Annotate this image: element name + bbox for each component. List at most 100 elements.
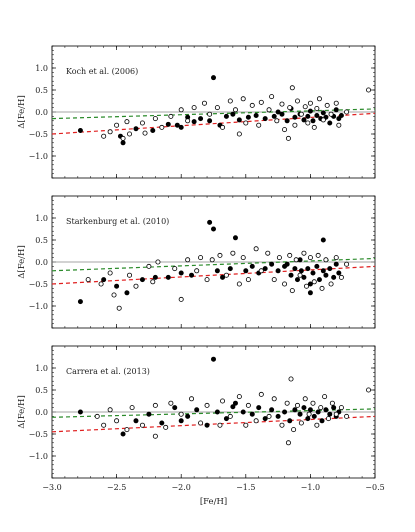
data-point-filled xyxy=(307,108,313,114)
data-point-open xyxy=(152,433,158,439)
y-tick-label: −0.5 xyxy=(29,280,48,289)
data-point-filled xyxy=(223,113,229,119)
data-point-open xyxy=(298,420,304,426)
data-point-filled xyxy=(172,405,178,411)
data-point-open xyxy=(139,422,145,428)
x-axis-label: [Fe/H] xyxy=(200,497,227,507)
data-point-filled xyxy=(287,418,293,424)
data-point-open xyxy=(329,400,335,406)
green-dashed-fit-line xyxy=(51,257,376,272)
y-tick-label: −1.0 xyxy=(29,152,48,161)
data-point-open xyxy=(311,124,317,130)
data-point-open xyxy=(282,127,288,133)
data-point-open xyxy=(319,285,325,291)
data-point-open xyxy=(152,116,158,122)
y-tick-label: 0.0 xyxy=(35,258,48,267)
data-point-filled xyxy=(133,418,139,424)
data-point-open xyxy=(236,131,242,137)
data-point-open xyxy=(227,98,233,104)
data-point-filled xyxy=(275,109,281,115)
data-point-filled xyxy=(165,121,171,127)
data-point-open xyxy=(271,277,277,283)
data-point-open xyxy=(294,402,300,408)
data-point-open xyxy=(258,391,264,397)
data-point-filled xyxy=(327,120,333,126)
data-point-open xyxy=(163,424,169,430)
data-point-open xyxy=(279,101,285,107)
data-point-filled xyxy=(323,407,329,413)
data-point-open xyxy=(94,413,100,419)
x-tick-label: −2.0 xyxy=(171,483,190,492)
data-point-open xyxy=(142,130,148,136)
data-point-open xyxy=(316,96,322,102)
data-point-open xyxy=(366,387,372,393)
data-point-filled xyxy=(210,75,216,81)
y-tick-label: 0.5 xyxy=(35,86,48,95)
data-point-open xyxy=(307,255,313,261)
data-point-open xyxy=(223,272,229,278)
data-point-filled xyxy=(249,263,255,269)
data-point-open xyxy=(240,96,246,102)
data-point-filled xyxy=(262,116,268,122)
data-point-open xyxy=(338,274,344,280)
data-point-filled xyxy=(77,127,83,133)
x-tick-label: −1.5 xyxy=(236,483,255,492)
data-point-open xyxy=(328,111,334,117)
data-point-open xyxy=(168,113,174,119)
data-point-open xyxy=(243,120,249,126)
data-point-open xyxy=(333,100,339,106)
data-point-open xyxy=(178,411,184,417)
data-point-filled xyxy=(152,274,158,280)
data-point-open xyxy=(366,87,372,93)
data-point-filled xyxy=(191,119,197,125)
data-point-filled xyxy=(305,416,311,422)
data-point-open xyxy=(107,407,113,413)
data-point-filled xyxy=(316,277,322,283)
x-tick-label: −2.5 xyxy=(107,483,126,492)
data-point-open xyxy=(320,117,326,123)
data-point-filled xyxy=(288,272,294,278)
data-point-filled xyxy=(249,411,255,417)
data-point-open xyxy=(314,105,320,111)
data-point-filled xyxy=(262,416,268,422)
data-point-open xyxy=(204,402,210,408)
data-point-open xyxy=(232,107,238,113)
data-point-open xyxy=(344,261,350,267)
data-point-filled xyxy=(236,117,242,123)
data-point-open xyxy=(325,416,331,422)
data-point-open xyxy=(287,105,293,111)
data-point-filled xyxy=(310,118,316,124)
data-point-open xyxy=(344,109,350,115)
data-point-filled xyxy=(210,356,216,362)
data-point-open xyxy=(266,413,272,419)
data-point-filled xyxy=(146,411,152,417)
data-point-filled xyxy=(320,237,326,243)
data-point-open xyxy=(133,283,139,289)
green-dashed-fit-line xyxy=(51,108,376,120)
data-point-open xyxy=(217,252,223,258)
data-point-open xyxy=(85,277,91,283)
data-point-filled xyxy=(77,409,83,415)
data-point-filled xyxy=(269,261,275,267)
data-point-filled xyxy=(305,266,311,272)
panel-label: Koch et al. (2006) xyxy=(66,67,138,76)
data-point-open xyxy=(279,422,285,428)
data-point-filled xyxy=(114,283,120,289)
data-point-open xyxy=(333,255,339,261)
data-point-filled xyxy=(133,126,139,132)
data-point-open xyxy=(116,305,122,311)
data-point-filled xyxy=(323,272,329,278)
data-point-open xyxy=(111,292,117,298)
panel-1: 1.0 0.5 0.0 −0.5 −1.0 Koch et al. (2006) Δ[Fe/… xyxy=(17,45,376,179)
data-point-open xyxy=(311,279,317,285)
data-point-filled xyxy=(275,268,281,274)
data-point-open xyxy=(220,124,226,130)
data-point-filled xyxy=(214,409,220,415)
data-point-open xyxy=(269,94,275,100)
data-point-open xyxy=(305,120,311,126)
y-axis-label: Δ[Fe/H] xyxy=(17,95,27,129)
y-tick-label: 0.0 xyxy=(35,108,48,117)
data-point-filled xyxy=(292,266,298,272)
data-point-open xyxy=(306,411,312,417)
data-point-open xyxy=(243,422,249,428)
